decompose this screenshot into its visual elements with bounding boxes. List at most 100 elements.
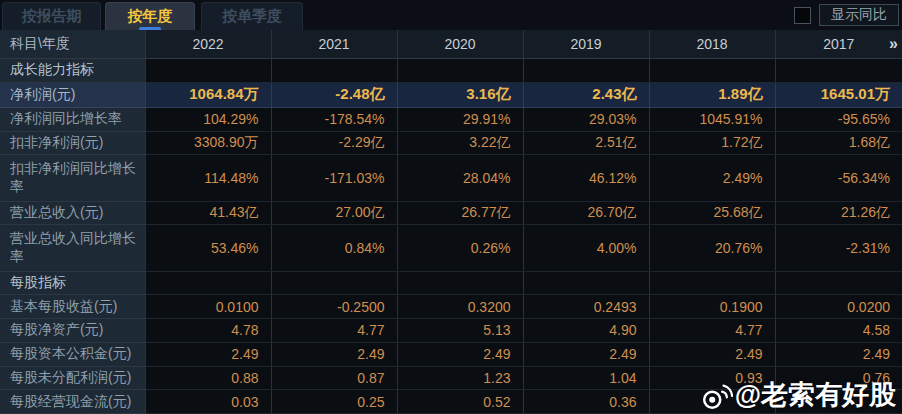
cell-value: -171.03% [271, 155, 397, 201]
cell-value [649, 390, 775, 414]
row-label: 每股经营现金流(元) [0, 390, 145, 414]
row-label: 营业总收入同比增长率 [0, 225, 145, 271]
yoy-controls: 显示同比 [794, 0, 902, 30]
cell-value: 3308.90万 [145, 131, 271, 155]
year-header: 2017 » [775, 30, 902, 59]
cell-value: 4.77 [649, 319, 775, 343]
cell-value: 0.88 [145, 366, 271, 390]
table-row: 每股经营现金流(元)0.030.250.520.36 [0, 390, 902, 414]
cell-value: 53.46% [145, 225, 271, 271]
cell-value: 2.51亿 [523, 131, 649, 155]
cell-value: -2.31% [775, 225, 902, 271]
cell-value: 1.68亿 [775, 131, 902, 155]
cell-value: 0.0100 [145, 295, 271, 319]
cell-value: 0.2493 [523, 295, 649, 319]
year-header: 2021 [271, 30, 397, 59]
cell-value: 46.12% [523, 155, 649, 201]
cell-value: 4.00% [523, 225, 649, 271]
row-label: 每股未分配利润(元) [0, 366, 145, 390]
cell-value: 29.03% [523, 107, 649, 131]
financial-indicators-table: 科目\年度 2022 2021 2020 2019 2018 2017 » 成长… [0, 30, 902, 414]
cell-value: 0.26% [397, 225, 523, 271]
cell-value: 1045.91% [649, 107, 775, 131]
row-label: 每股净资产(元) [0, 319, 145, 343]
cell-value: 1645.01万 [775, 82, 902, 107]
cell-value: 0.0200 [775, 295, 902, 319]
tab-label: 按年度 [128, 7, 173, 26]
cell-value: -178.54% [271, 107, 397, 131]
cell-value: 21.26亿 [775, 201, 902, 225]
cell-value: 3.16亿 [397, 82, 523, 107]
show-yoy-button[interactable]: 显示同比 [819, 4, 899, 26]
cell-value: 1.89亿 [649, 82, 775, 107]
cell-value: 0.1900 [649, 295, 775, 319]
corner-header: 科目\年度 [0, 30, 145, 59]
cell-value: 1.04 [523, 366, 649, 390]
cell-value: 3.22亿 [397, 131, 523, 155]
cell-value: 20.76% [649, 225, 775, 271]
more-years-chevron-icon[interactable]: » [889, 35, 897, 53]
table-row: 每股资本公积金(元)2.492.492.492.492.492.49 [0, 342, 902, 366]
cell-value [523, 59, 649, 83]
row-label: 成长能力指标 [0, 59, 145, 83]
tab-label: 按单季度 [222, 7, 282, 26]
cell-value: 0.25 [271, 390, 397, 414]
year-header: 2020 [397, 30, 523, 59]
year-header-label: 2017 [823, 36, 854, 52]
tab-by-year[interactable]: 按年度 [105, 2, 195, 30]
table-row: 扣非净利润(元)3308.90万-2.29亿3.22亿2.51亿1.72亿1.6… [0, 131, 902, 155]
cell-value [775, 59, 902, 83]
cell-value [397, 59, 523, 83]
tab-label: 按报告期 [22, 7, 82, 26]
cell-value: 29.91% [397, 107, 523, 131]
cell-value: 4.78 [145, 319, 271, 343]
tab-by-report-period[interactable]: 按报告期 [2, 2, 101, 30]
cell-value: -2.48亿 [271, 82, 397, 107]
section-row: 每股指标 [0, 271, 902, 295]
year-header: 2022 [145, 30, 271, 59]
cell-value [397, 271, 523, 295]
cell-value: 1064.84万 [145, 82, 271, 107]
cell-value: 2.49 [775, 342, 902, 366]
row-label: 净利润同比增长率 [0, 107, 145, 131]
cell-value [271, 59, 397, 83]
cell-value: 0.84% [271, 225, 397, 271]
cell-value [145, 59, 271, 83]
cell-value: 4.90 [523, 319, 649, 343]
cell-value: 0.3200 [397, 295, 523, 319]
cell-value: 2.49 [145, 342, 271, 366]
cell-value: 1.23 [397, 366, 523, 390]
cell-value: 27.00亿 [271, 201, 397, 225]
cell-value: -56.34% [775, 155, 902, 201]
cell-value [271, 271, 397, 295]
cell-value: 26.70亿 [523, 201, 649, 225]
period-tabbar: 按报告期 按年度 按单季度 显示同比 [0, 0, 902, 30]
cell-value: 41.43亿 [145, 201, 271, 225]
cell-value: -95.65% [775, 107, 902, 131]
table-row: 营业总收入同比增长率53.46%0.84%0.26%4.00%20.76%-2.… [0, 225, 902, 271]
table-row: 营业总收入(元)41.43亿27.00亿26.77亿26.70亿25.68亿21… [0, 201, 902, 225]
cell-value: 0.76 [775, 366, 902, 390]
year-header: 2018 [649, 30, 775, 59]
table-row: 每股未分配利润(元)0.880.871.231.040.930.76 [0, 366, 902, 390]
cell-value [145, 271, 271, 295]
table-body: 成长能力指标净利润(元)1064.84万-2.48亿3.16亿2.43亿1.89… [0, 59, 902, 414]
cell-value: 5.13 [397, 319, 523, 343]
cell-value [649, 271, 775, 295]
year-header: 2019 [523, 30, 649, 59]
show-yoy-checkbox[interactable] [794, 7, 811, 24]
table-header-row: 科目\年度 2022 2021 2020 2019 2018 2017 » [0, 30, 902, 59]
cell-value: 2.49 [397, 342, 523, 366]
cell-value: 2.49 [649, 342, 775, 366]
tab-by-single-quarter[interactable]: 按单季度 [201, 2, 303, 30]
cell-value: 0.36 [523, 390, 649, 414]
cell-value: 26.77亿 [397, 201, 523, 225]
table-row: 净利润同比增长率104.29%-178.54%29.91%29.03%1045.… [0, 107, 902, 131]
table-row: 基本每股收益(元)0.0100-0.25000.32000.24930.1900… [0, 295, 902, 319]
cell-value: -2.29亿 [271, 131, 397, 155]
cell-value: 0.52 [397, 390, 523, 414]
cell-value: 4.77 [271, 319, 397, 343]
row-label: 扣非净利润同比增长率 [0, 155, 145, 201]
row-label: 每股指标 [0, 271, 145, 295]
cell-value: 0.03 [145, 390, 271, 414]
